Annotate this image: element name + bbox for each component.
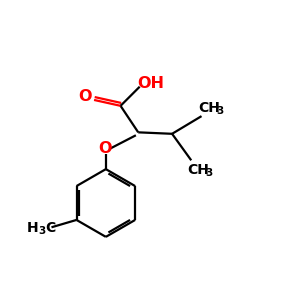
- Text: O: O: [78, 89, 92, 104]
- Text: O: O: [98, 141, 112, 156]
- Text: CH: CH: [198, 101, 220, 115]
- Text: 3: 3: [205, 168, 212, 178]
- Text: 3: 3: [38, 226, 45, 236]
- Text: C: C: [46, 221, 56, 235]
- Text: OH: OH: [137, 76, 164, 91]
- Text: H: H: [27, 221, 39, 235]
- Text: CH: CH: [187, 163, 208, 177]
- Text: 3: 3: [217, 106, 224, 116]
